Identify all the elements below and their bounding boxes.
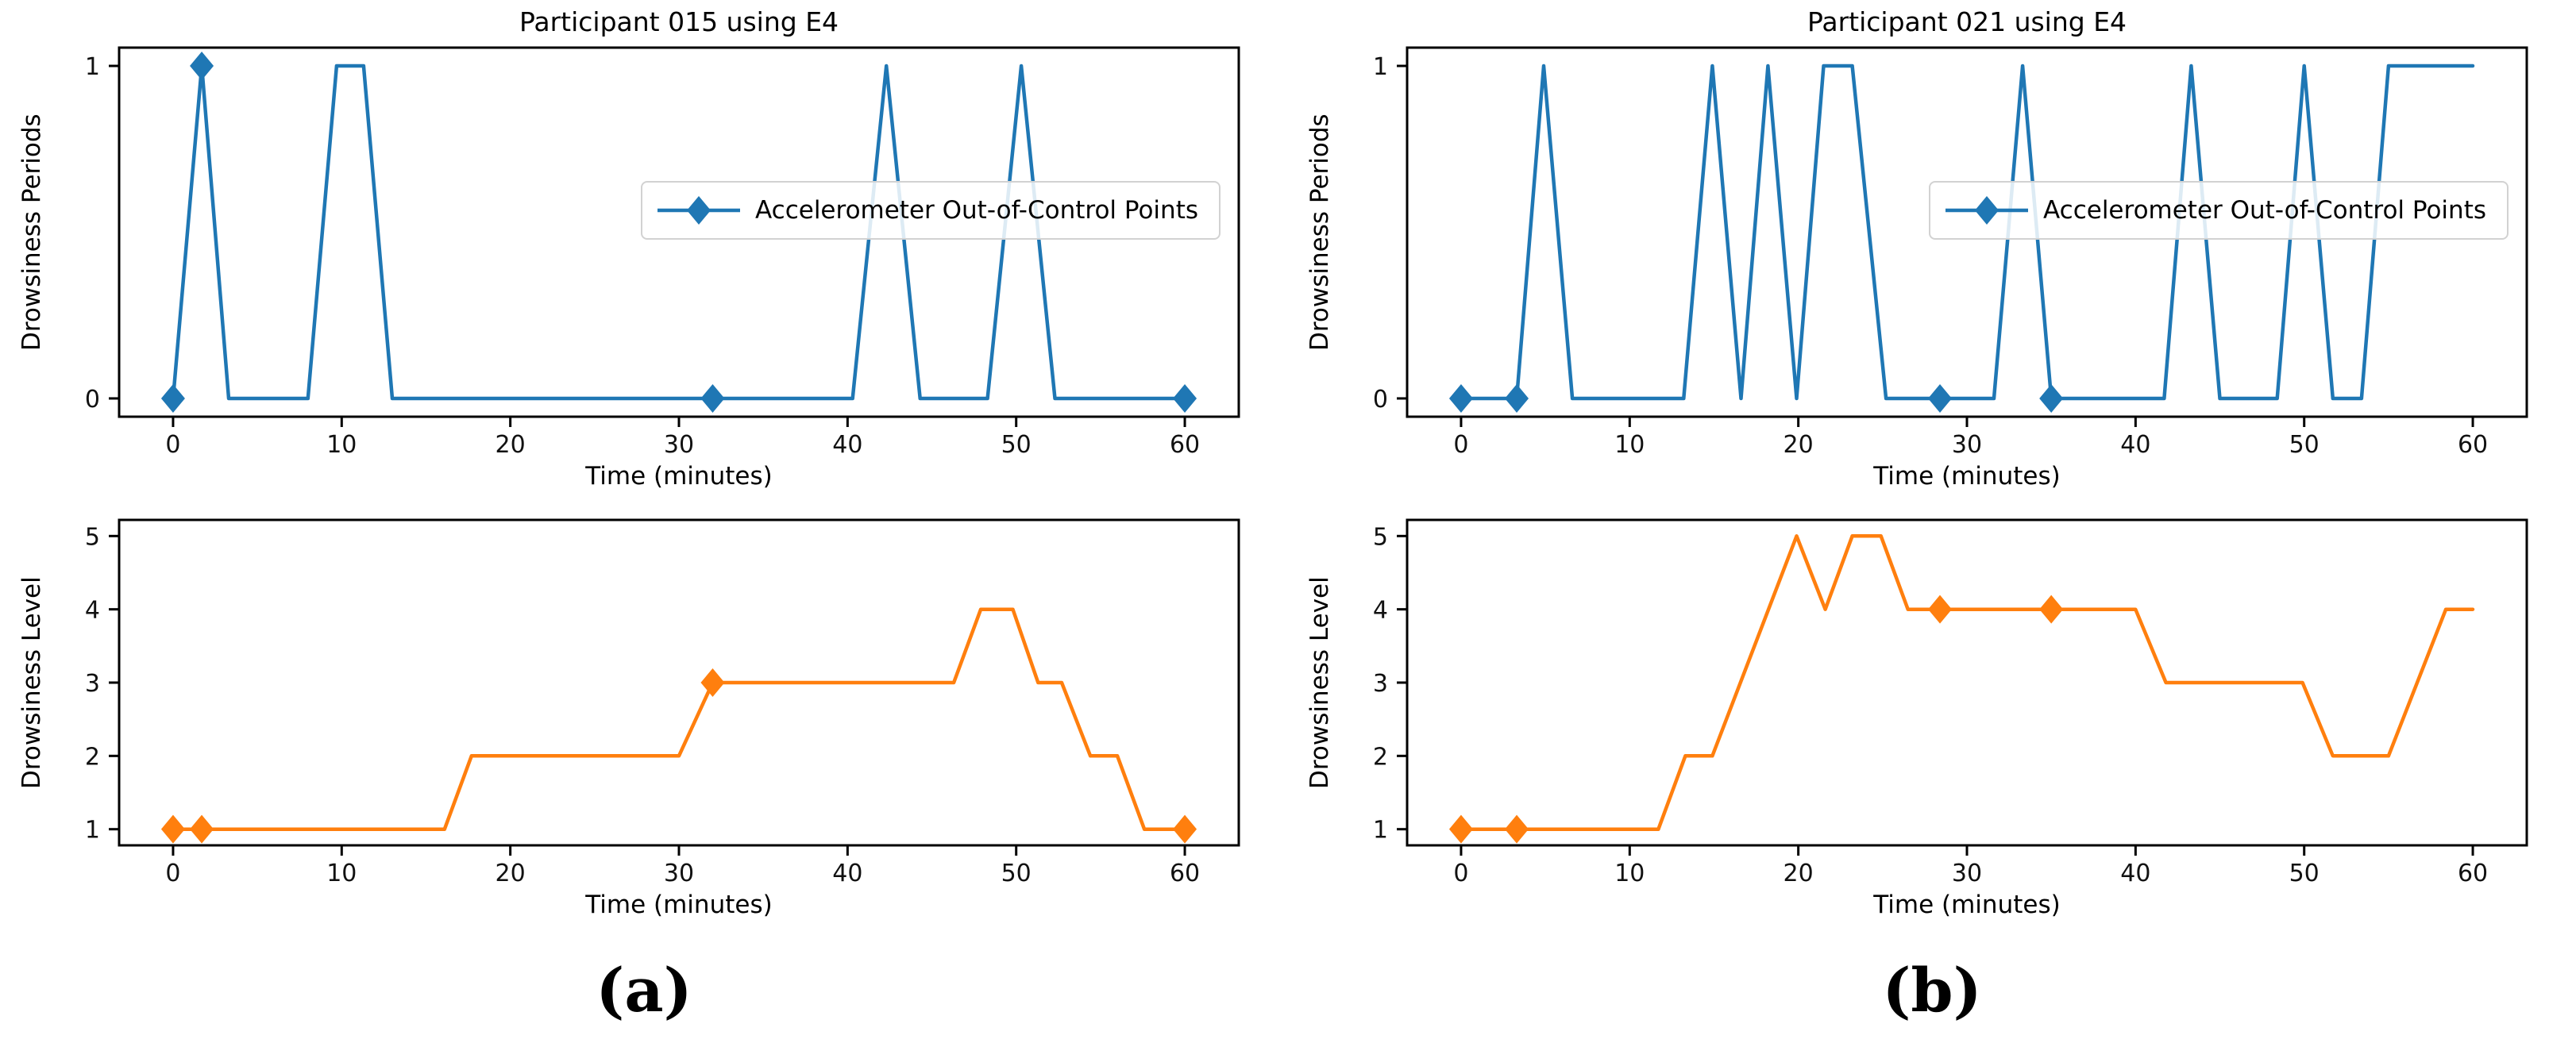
x-tick-label: 10 (1614, 431, 1645, 459)
x-tick-label: 0 (165, 860, 180, 887)
chart-participant-015-level: Drowsiness Level 0 10 20 30 40 50 60 1 2 3 4 5 Time… (0, 488, 1288, 945)
x-tick-label: 20 (1784, 431, 1814, 459)
out-of-control-marker (1173, 383, 1197, 413)
plot-area: 0 10 20 30 40 50 60 0 1 (1373, 46, 2528, 459)
out-of-control-marker (1448, 383, 1473, 413)
legend-sample-diamond-icon (1975, 196, 1999, 225)
x-tick-label: 40 (2120, 431, 2150, 459)
x-tick-label: 0 (1453, 431, 1468, 459)
out-of-control-marker (190, 52, 214, 81)
chart-title: Participant 015 using E4 (519, 6, 839, 37)
y-tick-label: 0 (85, 386, 100, 414)
chart-title: Participant 021 using E4 (1807, 6, 2127, 37)
x-tick-label: 10 (1614, 860, 1645, 887)
legend: Accelerometer Out-of-Control Points (641, 181, 1221, 240)
out-of-control-marker (160, 383, 185, 413)
out-of-control-marker (2039, 383, 2064, 413)
out-of-control-marker (1173, 814, 1197, 844)
x-tick-label: 30 (1952, 860, 1982, 887)
y-tick-label: 3 (1373, 670, 1388, 698)
y-tick-label: 5 (1373, 523, 1388, 551)
x-tick-label: 60 (2458, 860, 2488, 887)
x-tick-label: 0 (1453, 860, 1468, 887)
caption-b: (b) (1882, 955, 1982, 1026)
out-of-control-marker (700, 383, 725, 413)
out-of-control-marker (190, 814, 214, 844)
x-tick-label: 30 (664, 860, 694, 887)
axes-frame (1406, 518, 2528, 847)
out-of-control-marker (1928, 383, 1953, 413)
legend-line-marker-icon (657, 196, 740, 225)
axes-frame (118, 518, 1240, 847)
y-tick-label: 3 (85, 670, 100, 698)
x-axis-label: Time (minutes) (585, 462, 773, 491)
out-of-control-marker (1505, 383, 1529, 413)
x-tick-label: 10 (326, 860, 357, 887)
x-tick-label: 40 (832, 431, 862, 459)
x-tick-label: 50 (1001, 431, 1032, 459)
x-tick-label: 50 (2289, 431, 2320, 459)
x-tick-label: 40 (832, 860, 862, 887)
y-tick-label: 1 (85, 817, 100, 845)
y-tick-label: 2 (85, 743, 100, 771)
y-tick-label: 5 (85, 523, 100, 551)
plot-area: 0 10 20 30 40 50 60 1 2 3 4 5 (1373, 518, 2528, 887)
y-tick-label: 1 (1373, 817, 1388, 845)
x-tick-label: 50 (2289, 860, 2320, 887)
out-of-control-marker (1928, 595, 1953, 624)
x-tick-label: 60 (2458, 431, 2488, 459)
out-of-control-marker (1448, 814, 1473, 844)
x-axis-label: Time (minutes) (1873, 462, 2061, 491)
legend-line-marker-icon (1945, 196, 2028, 225)
data-line (1459, 534, 2475, 831)
plot-area: 0 10 20 30 40 50 60 1 2 3 4 5 (85, 518, 1240, 887)
x-tick-label: 10 (326, 431, 357, 459)
x-tick-label: 60 (1170, 431, 1200, 459)
x-axis-label: Time (minutes) (585, 891, 773, 919)
out-of-control-marker (700, 668, 725, 697)
x-tick-label: 40 (2120, 860, 2150, 887)
y-tick-label: 1 (85, 53, 100, 81)
x-tick-label: 30 (1952, 431, 1982, 459)
x-tick-label: 30 (664, 431, 694, 459)
y-tick-label: 0 (1373, 386, 1388, 414)
x-tick-label: 60 (1170, 860, 1200, 887)
y-tick-label: 1 (1373, 53, 1388, 81)
plot-area: 0 10 20 30 40 50 60 0 1 (85, 46, 1240, 459)
x-tick-label: 20 (1784, 860, 1814, 887)
x-tick-label: 20 (496, 431, 526, 459)
x-tick-label: 0 (165, 431, 180, 459)
y-tick-label: 2 (1373, 743, 1388, 771)
x-tick-label: 50 (1001, 860, 1032, 887)
out-of-control-marker (160, 814, 185, 844)
legend-sample-diamond-icon (687, 196, 711, 225)
y-tick-label: 4 (85, 597, 100, 625)
caption-a: (a) (596, 955, 692, 1026)
y-tick-label: 4 (1373, 597, 1388, 625)
data-line (171, 63, 1187, 401)
legend-label: Accelerometer Out-of-Control Points (2043, 196, 2486, 225)
chart-participant-015-periods: Participant 015 using E4 Drowsiness Peri… (0, 0, 1288, 491)
x-tick-label: 20 (496, 860, 526, 887)
legend: Accelerometer Out-of-Control Points (1929, 181, 2509, 240)
x-axis-label: Time (minutes) (1873, 891, 2061, 919)
legend-label: Accelerometer Out-of-Control Points (755, 196, 1198, 225)
chart-participant-021-level: Drowsiness Level 0 10 20 30 40 50 60 1 2 3 4 5 Time… (1288, 488, 2576, 945)
chart-participant-021-periods: Participant 021 using E4 Drowsiness Peri… (1288, 0, 2576, 491)
data-line (171, 607, 1187, 831)
out-of-control-marker (1505, 814, 1529, 844)
out-of-control-marker (2039, 595, 2064, 624)
